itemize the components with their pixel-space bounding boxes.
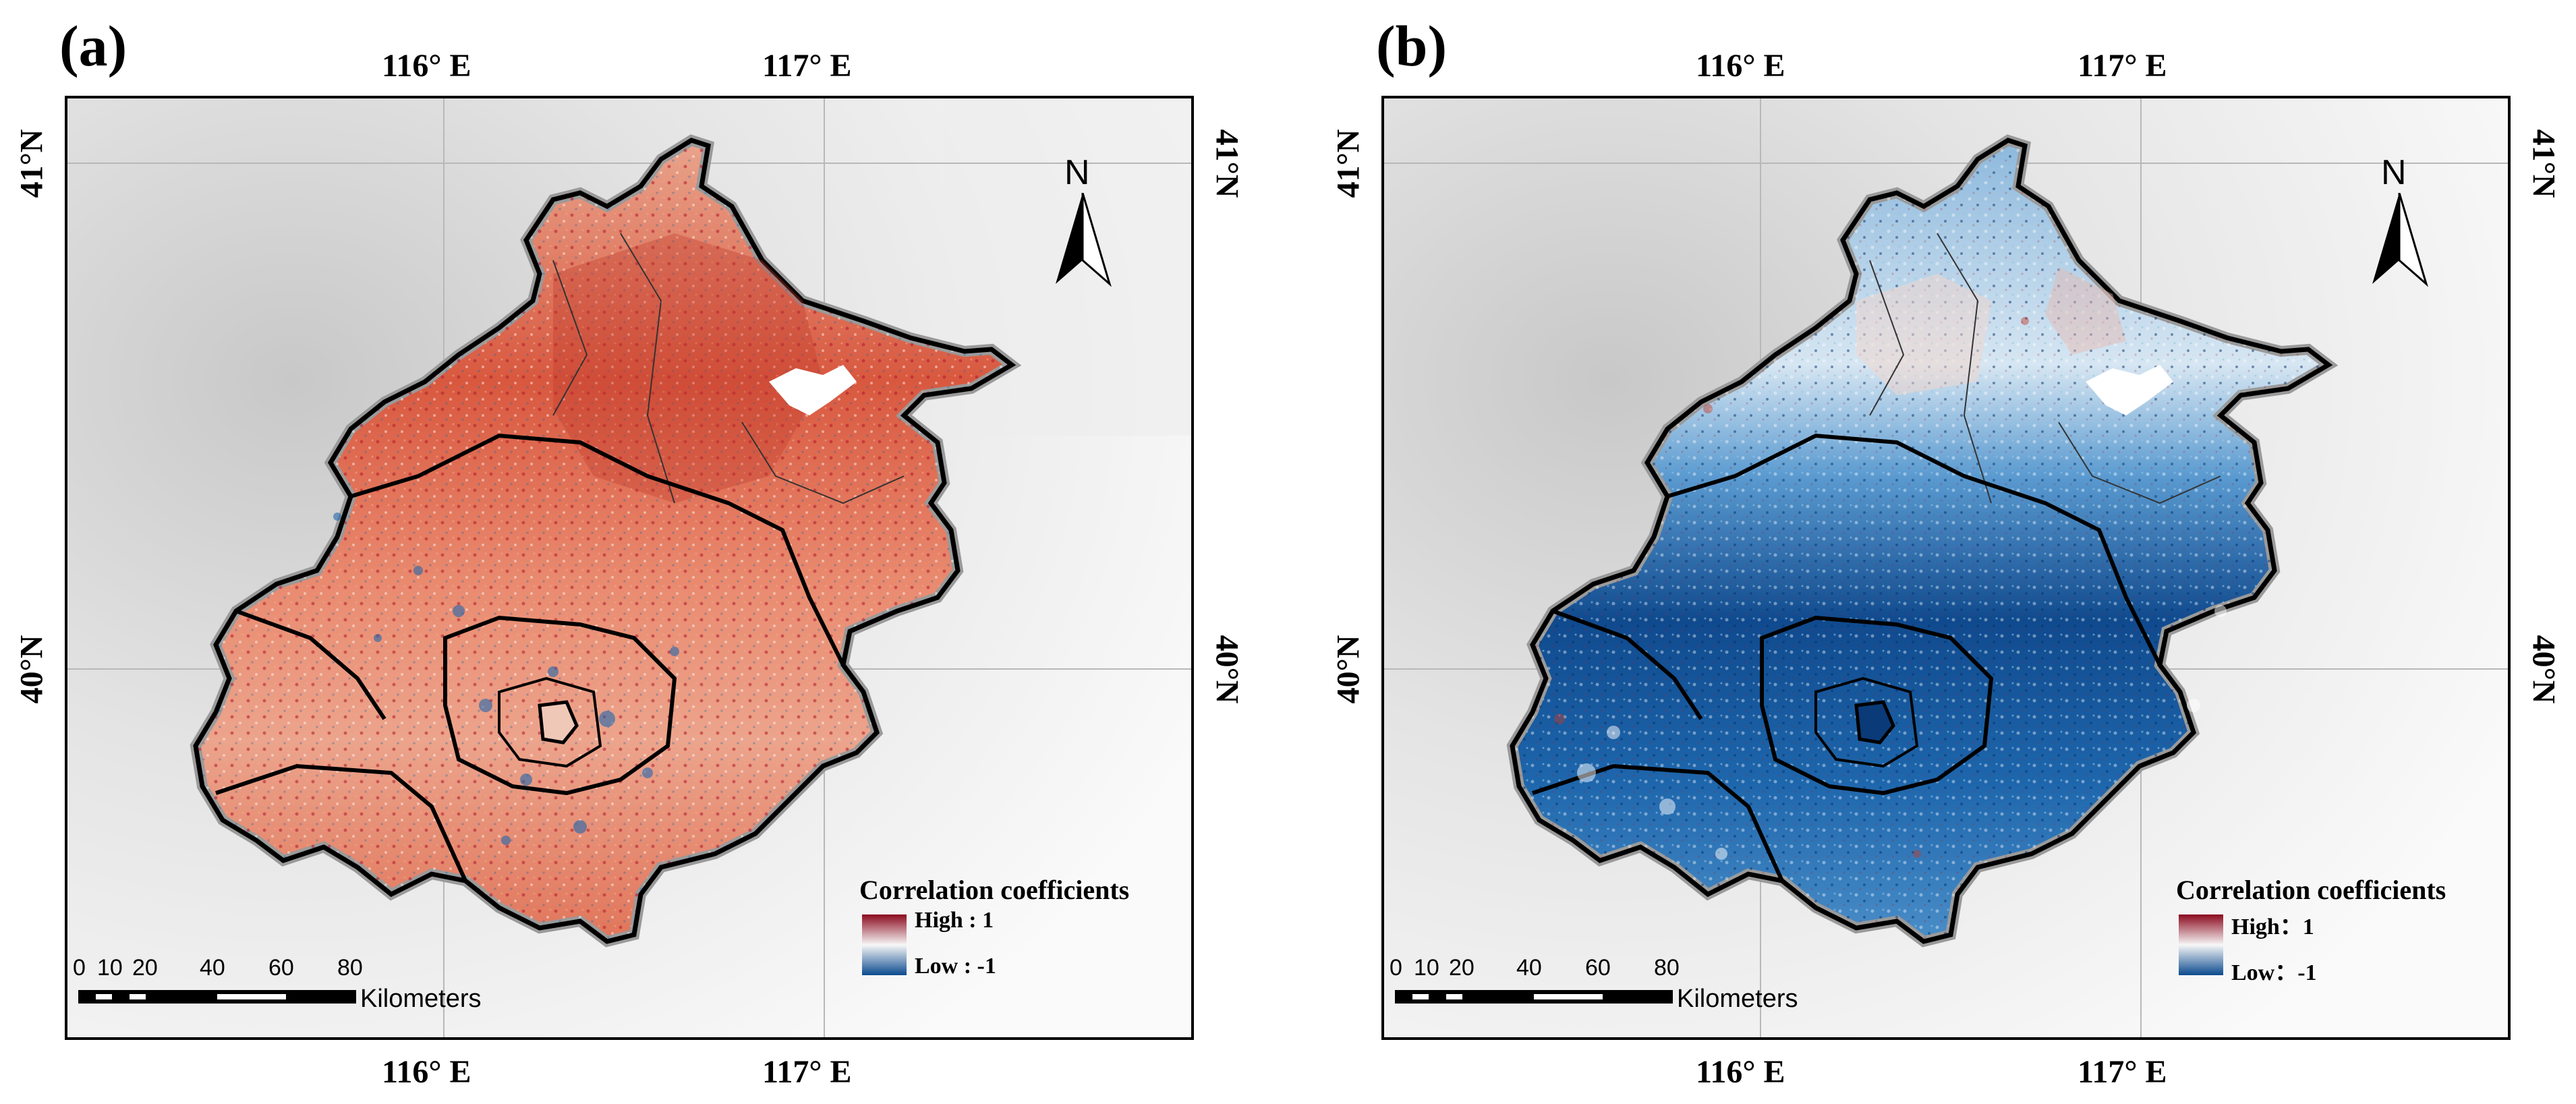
lon-label-117-bottom-b: 117° E — [2078, 1054, 2167, 1090]
scale-bar-b: 0 10 20 40 60 80 Kilometers — [1390, 955, 1798, 1029]
lon-label-116-bottom: 116° E — [382, 1054, 471, 1090]
lat-label-41-right-b: 41°N — [2525, 129, 2562, 198]
lat-label-41-left: 41°N — [13, 129, 50, 198]
beijing-region-a — [190, 134, 1022, 948]
lon-label-116-top: 116° E — [382, 48, 471, 84]
legend-low-b: Low：-1 — [2231, 960, 2317, 985]
lat-label-40-left-b: 40°N — [1330, 635, 1367, 704]
legend-high-a: High : 1 — [915, 908, 994, 933]
scale-tick: 10 — [97, 955, 123, 981]
scale-tick: 60 — [268, 955, 294, 981]
north-arrow-icon — [1056, 193, 1112, 287]
scale-bar-a: 0 10 20 40 60 80 Kilometers — [73, 955, 482, 1029]
lon-label-117-top-b: 117° E — [2078, 48, 2167, 84]
map-a-svg — [67, 98, 1191, 1037]
panel-b-label: (b) — [1376, 13, 1448, 78]
lat-label-41-left-b: 41°N — [1330, 129, 1367, 198]
legend-ramp-a — [862, 914, 907, 975]
scale-unit-b: Kilometers — [1677, 985, 1798, 1013]
lon-label-116-top-b: 116° E — [1696, 48, 1785, 84]
north-arrow-a: N — [1052, 152, 1113, 287]
beijing-region-b — [1506, 134, 2339, 948]
panel-a-label: (a) — [59, 13, 127, 78]
lat-label-41-right: 41°N — [1209, 129, 1245, 198]
scale-unit-a: Kilometers — [360, 985, 482, 1013]
reservoir-a — [769, 365, 857, 415]
north-arrow-icon — [2372, 193, 2428, 287]
scale-tick: 0 — [73, 955, 86, 981]
scale-tick: 20 — [1449, 955, 1475, 981]
map-b-svg — [1384, 98, 2508, 1037]
lon-label-116-bottom-b: 116° E — [1696, 1054, 1785, 1090]
lat-label-40-right-b: 40°N — [2525, 635, 2562, 704]
scale-tick: 60 — [1585, 955, 1611, 981]
north-letter-b: N — [2381, 153, 2407, 192]
lat-label-40-left: 40°N — [13, 635, 50, 704]
legend-title-b: Correlation coefficients — [2176, 875, 2446, 905]
map-frame-b: N Correlation coefficients High：1 Low：-1… — [1381, 96, 2511, 1040]
scale-bar-graphic — [1395, 990, 1673, 1004]
legend-high-b: High：1 — [2231, 914, 2314, 939]
scale-tick: 40 — [1516, 955, 1542, 981]
lat-label-40-right: 40°N — [1209, 635, 1245, 704]
lon-label-117-bottom: 117° E — [762, 1054, 852, 1090]
reservoir-b — [2086, 365, 2173, 415]
scale-tick: 0 — [1390, 955, 1402, 981]
scale-tick: 20 — [132, 955, 158, 981]
scale-tick: 40 — [200, 955, 225, 981]
map-frame-a: N Correlation coefficients High : 1 Low … — [65, 96, 1194, 1040]
scale-tick: 80 — [1654, 955, 1680, 981]
scale-tick: 10 — [1414, 955, 1439, 981]
north-arrow-b: N — [2369, 152, 2430, 287]
legend-title-a: Correlation coefficients — [859, 875, 1130, 905]
scale-bar-graphic — [78, 990, 356, 1004]
north-letter-a: N — [1064, 153, 1090, 192]
lon-label-117-top: 117° E — [762, 48, 852, 84]
legend-ramp-b — [2179, 914, 2223, 975]
legend-low-a: Low : -1 — [915, 954, 996, 979]
scale-tick: 80 — [337, 955, 363, 981]
